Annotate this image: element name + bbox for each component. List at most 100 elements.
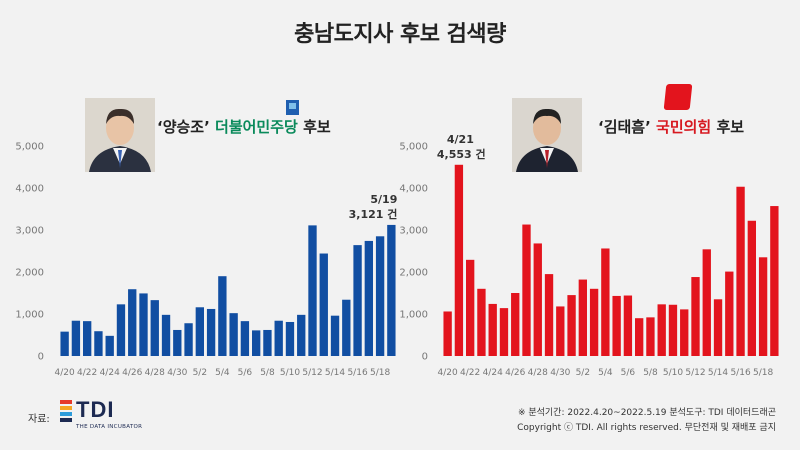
bar-right <box>488 303 497 356</box>
bar-left <box>330 315 340 356</box>
tdi-logo-word: TDI <box>76 397 115 422</box>
x-tick-label-left: 5/2 <box>193 368 207 378</box>
candidate-label-left: ‘양승조’ 더불어민주당 후보 <box>157 116 331 137</box>
bar-left <box>206 308 216 356</box>
x-tick-label-right: 4/26 <box>505 368 525 378</box>
bar-left <box>251 330 261 356</box>
y-tick-label-right: 2,000 <box>399 268 428 279</box>
bar-right <box>713 299 723 356</box>
bar-right <box>499 308 509 356</box>
x-tick-label-left: 4/24 <box>100 368 120 378</box>
bar-left <box>353 245 362 356</box>
x-tick-label-left: 4/30 <box>167 368 187 378</box>
tdi-logo-bars-icon <box>60 400 72 422</box>
bar-left <box>94 331 103 356</box>
annotation-date-right: 4/21 <box>447 133 474 146</box>
x-tick-label-right: 5/10 <box>663 368 683 378</box>
bar-left <box>387 224 396 356</box>
x-tick-label-right: 5/12 <box>685 368 705 378</box>
bar-left <box>285 321 295 356</box>
bar-left <box>128 289 137 356</box>
bar-right <box>544 274 554 356</box>
bar-left <box>375 236 385 356</box>
y-tick-label-right: 3,000 <box>399 226 428 237</box>
bar-right <box>747 220 757 356</box>
annotation-date-left: 5/19 <box>370 193 397 206</box>
y-tick-label-right: 5,000 <box>399 142 428 153</box>
bar-right <box>454 164 464 356</box>
bar-left <box>105 335 114 356</box>
bar-right <box>634 318 644 356</box>
x-tick-label-right: 5/6 <box>621 368 636 378</box>
bar-right <box>758 257 768 356</box>
party-logo-blue-icon <box>286 100 299 115</box>
candidate-name-right: ‘김태흠’ <box>598 118 651 136</box>
bar-right <box>680 309 689 356</box>
y-tick-label-left: 5,000 <box>15 142 44 153</box>
y-tick-label-left: 3,000 <box>15 226 44 237</box>
x-tick-label-right: 5/14 <box>708 368 728 378</box>
x-tick-label-right: 5/2 <box>576 368 590 378</box>
bar-right <box>725 271 734 356</box>
bar-left <box>82 321 92 356</box>
bar-left <box>229 313 238 356</box>
copyright-note: Copyright ⓒ TDI. All rights reserved. 무단… <box>517 423 776 433</box>
x-tick-label-left: 5/16 <box>347 368 367 378</box>
x-tick-label-right: 4/24 <box>483 368 503 378</box>
bar-right <box>770 206 779 356</box>
bar-left <box>308 225 317 356</box>
bar-left <box>150 300 159 356</box>
x-tick-label-left: 5/10 <box>280 368 300 378</box>
bar-left <box>319 253 328 356</box>
x-tick-label-left: 4/28 <box>145 368 165 378</box>
bar-left <box>218 276 227 356</box>
bar-right <box>533 243 542 356</box>
bar-right <box>612 295 621 356</box>
bar-left <box>116 304 126 356</box>
bar-left <box>364 240 374 356</box>
bar-left <box>297 314 306 356</box>
bar-right <box>556 306 565 356</box>
bar-left <box>71 320 81 356</box>
candidate-label-right: ‘김태흠’ 국민의힘 후보 <box>598 116 744 137</box>
bar-right <box>477 288 486 356</box>
x-tick-label-left: 4/26 <box>122 368 142 378</box>
x-tick-label-left: 5/14 <box>325 368 345 378</box>
bar-right <box>465 259 475 356</box>
x-tick-label-left: 5/8 <box>260 368 275 378</box>
candidate-suffix-left: 후보 <box>303 118 331 136</box>
x-tick-label-right: 4/20 <box>438 368 458 378</box>
bar-right <box>736 186 745 356</box>
x-tick-label-right: 5/18 <box>753 368 773 378</box>
bar-left <box>274 320 283 356</box>
bar-right <box>691 277 700 356</box>
x-tick-label-right: 4/22 <box>460 368 480 378</box>
y-tick-label-left: 2,000 <box>15 268 44 279</box>
annotation-value-right: 4,553 건 <box>437 147 486 161</box>
x-tick-label-right: 4/28 <box>528 368 548 378</box>
source-label: 자료: <box>28 414 50 425</box>
x-tick-label-right: 5/4 <box>598 368 613 378</box>
bar-right <box>578 279 588 356</box>
bar-right <box>589 288 599 356</box>
bar-left <box>139 293 148 356</box>
bar-right <box>567 295 576 356</box>
bar-right <box>657 304 666 356</box>
y-tick-label-right: 0 <box>422 352 428 363</box>
x-tick-label-right: 5/8 <box>643 368 658 378</box>
annotation-value-left: 3,121 건 <box>349 207 398 221</box>
bar-left <box>195 307 205 356</box>
bar-right <box>623 295 633 356</box>
bar-left <box>240 321 250 356</box>
candidate-suffix-right: 후보 <box>716 118 745 136</box>
x-tick-label-left: 4/20 <box>55 368 75 378</box>
x-tick-label-left: 5/6 <box>238 368 253 378</box>
candidate-photo-left <box>85 98 155 172</box>
y-tick-label-right: 1,000 <box>399 310 428 321</box>
bar-left <box>342 299 351 356</box>
bar-left <box>60 331 69 356</box>
x-tick-label-left: 5/12 <box>302 368 322 378</box>
candidate-photo-right <box>512 98 582 172</box>
bar-left <box>263 329 272 356</box>
